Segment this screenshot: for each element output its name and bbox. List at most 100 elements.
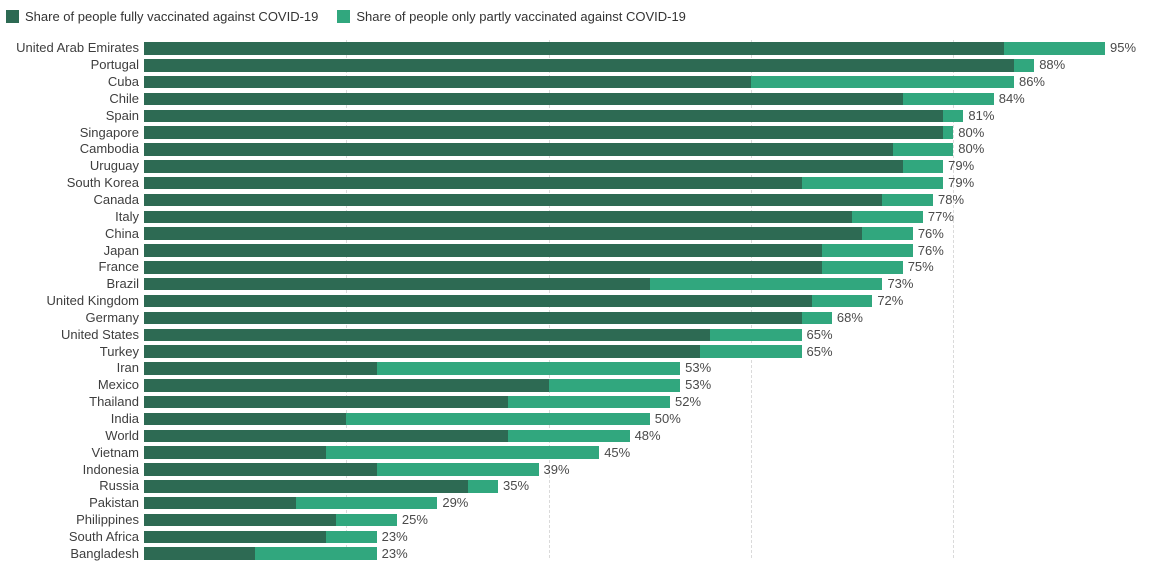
stacked-bar[interactable] — [144, 75, 1014, 89]
stacked-bar[interactable] — [144, 496, 438, 510]
stacked-bar[interactable] — [144, 463, 539, 476]
bar-partly-segment[interactable] — [852, 210, 923, 224]
bar-partly-segment[interactable] — [376, 362, 681, 375]
bar-fully-segment[interactable] — [144, 42, 1004, 55]
bar-fully-segment[interactable] — [144, 412, 347, 426]
bar-partly-segment[interactable] — [295, 496, 438, 510]
total-value-label: 23% — [381, 545, 408, 561]
chart-row: Spain 81% — [0, 107, 1161, 124]
bar-partly-segment[interactable] — [801, 311, 832, 325]
stacked-bar[interactable] — [144, 143, 954, 156]
stacked-bar[interactable] — [144, 446, 600, 459]
bar-fully-segment[interactable] — [144, 261, 822, 274]
bar-fully-segment[interactable] — [144, 193, 883, 207]
stacked-bar[interactable] — [144, 193, 934, 207]
bar-fully-segment[interactable] — [144, 480, 468, 493]
bar-partly-segment[interactable] — [1003, 42, 1106, 55]
bar-partly-segment[interactable] — [882, 193, 934, 207]
bar-fully-segment[interactable] — [144, 547, 256, 560]
bar-partly-segment[interactable] — [902, 160, 944, 173]
stacked-bar[interactable] — [144, 362, 681, 375]
stacked-bar[interactable] — [144, 412, 650, 426]
stacked-bar[interactable] — [144, 227, 913, 240]
stacked-bar[interactable] — [144, 345, 802, 358]
stacked-bar[interactable] — [144, 530, 377, 544]
bar-fully-segment[interactable] — [144, 294, 812, 308]
stacked-bar[interactable] — [144, 379, 681, 392]
legend-label-partly: Share of people only partly vaccinated a… — [356, 9, 686, 24]
bar-fully-segment[interactable] — [144, 277, 650, 291]
stacked-bar[interactable] — [144, 547, 377, 560]
country-label: United Arab Emirates — [16, 40, 139, 56]
bar-fully-segment[interactable] — [144, 463, 377, 476]
stacked-bar[interactable] — [144, 160, 944, 173]
bar-fully-segment[interactable] — [144, 429, 509, 443]
bar-partly-segment[interactable] — [821, 244, 913, 257]
bar-fully-segment[interactable] — [144, 59, 1014, 72]
stacked-bar[interactable] — [144, 42, 1106, 55]
stacked-bar[interactable] — [144, 395, 671, 409]
bar-fully-segment[interactable] — [144, 210, 853, 224]
bar-fully-segment[interactable] — [144, 244, 822, 257]
stacked-bar[interactable] — [144, 126, 954, 139]
legend-label-fully: Share of people fully vaccinated against… — [25, 9, 319, 24]
bar-fully-segment[interactable] — [144, 362, 377, 375]
bar-partly-segment[interactable] — [700, 345, 802, 358]
bar-fully-segment[interactable] — [144, 109, 944, 123]
stacked-bar[interactable] — [144, 480, 499, 493]
bar-fully-segment[interactable] — [144, 395, 509, 409]
bar-fully-segment[interactable] — [144, 92, 903, 106]
stacked-bar[interactable] — [144, 429, 630, 443]
bar-partly-segment[interactable] — [750, 75, 1014, 89]
bar-partly-segment[interactable] — [548, 379, 681, 392]
bar-partly-segment[interactable] — [255, 547, 377, 560]
bar-fully-segment[interactable] — [144, 160, 903, 173]
bar-partly-segment[interactable] — [376, 463, 539, 476]
bar-partly-segment[interactable] — [508, 429, 630, 443]
bar-partly-segment[interactable] — [821, 261, 903, 274]
stacked-bar[interactable] — [144, 109, 964, 123]
bar-fully-segment[interactable] — [144, 75, 751, 89]
stacked-bar[interactable] — [144, 294, 873, 308]
partly-vaccinated-swatch-icon — [337, 10, 351, 23]
stacked-bar[interactable] — [144, 513, 397, 527]
bar-fully-segment[interactable] — [144, 227, 863, 240]
bar-fully-segment[interactable] — [144, 176, 802, 190]
bar-fully-segment[interactable] — [144, 496, 296, 510]
bar-partly-segment[interactable] — [943, 126, 954, 139]
stacked-bar[interactable] — [144, 59, 1035, 72]
bar-fully-segment[interactable] — [144, 513, 337, 527]
bar-partly-segment[interactable] — [346, 412, 650, 426]
stacked-bar[interactable] — [144, 311, 832, 325]
bar-partly-segment[interactable] — [811, 294, 873, 308]
bar-partly-segment[interactable] — [326, 530, 377, 544]
stacked-bar[interactable] — [144, 261, 903, 274]
bar-partly-segment[interactable] — [467, 480, 499, 493]
bar-partly-segment[interactable] — [710, 328, 802, 342]
bar-partly-segment[interactable] — [649, 277, 883, 291]
stacked-bar[interactable] — [144, 244, 913, 257]
bar-fully-segment[interactable] — [144, 530, 327, 544]
bar-partly-segment[interactable] — [943, 109, 964, 123]
bar-fully-segment[interactable] — [144, 446, 327, 459]
bar-fully-segment[interactable] — [144, 328, 711, 342]
bar-partly-segment[interactable] — [336, 513, 397, 527]
bar-fully-segment[interactable] — [144, 311, 802, 325]
bar-fully-segment[interactable] — [144, 126, 944, 139]
bar-partly-segment[interactable] — [862, 227, 913, 240]
bar-partly-segment[interactable] — [902, 92, 994, 106]
stacked-bar[interactable] — [144, 176, 944, 190]
stacked-bar[interactable] — [144, 328, 802, 342]
chart-row: Singapore 80% — [0, 124, 1161, 141]
bar-fully-segment[interactable] — [144, 143, 893, 156]
bar-partly-segment[interactable] — [892, 143, 954, 156]
bar-partly-segment[interactable] — [1013, 59, 1035, 72]
bar-fully-segment[interactable] — [144, 379, 549, 392]
stacked-bar[interactable] — [144, 92, 994, 106]
bar-partly-segment[interactable] — [801, 176, 944, 190]
bar-partly-segment[interactable] — [326, 446, 600, 459]
bar-partly-segment[interactable] — [508, 395, 671, 409]
stacked-bar[interactable] — [144, 277, 883, 291]
stacked-bar[interactable] — [144, 210, 923, 224]
bar-fully-segment[interactable] — [144, 345, 701, 358]
